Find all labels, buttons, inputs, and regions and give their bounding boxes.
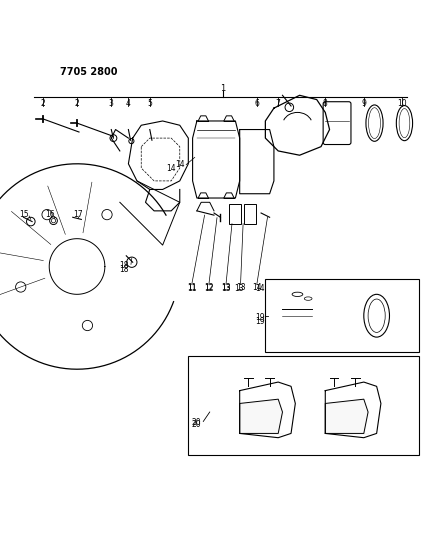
Text: 8: 8 — [323, 99, 328, 108]
Text: 14: 14 — [252, 282, 262, 292]
Text: 13: 13 — [236, 282, 245, 292]
Text: 14: 14 — [166, 164, 176, 173]
Text: 15: 15 — [19, 210, 28, 219]
Text: 11: 11 — [187, 284, 196, 293]
Text: 6: 6 — [254, 99, 259, 108]
Text: 14: 14 — [175, 160, 184, 169]
Bar — [229, 205, 241, 224]
Text: 7705 2800: 7705 2800 — [60, 68, 117, 77]
Text: 14: 14 — [256, 284, 265, 293]
Bar — [265, 279, 419, 352]
Text: 2: 2 — [74, 99, 80, 108]
Text: 7: 7 — [276, 99, 281, 108]
Bar — [188, 357, 419, 455]
Text: 17: 17 — [73, 210, 83, 219]
Bar — [244, 205, 256, 224]
Text: 12: 12 — [204, 282, 214, 292]
Text: 13: 13 — [221, 282, 231, 292]
Text: 5: 5 — [147, 99, 152, 108]
Text: 20: 20 — [191, 418, 201, 427]
Text: 3: 3 — [109, 99, 114, 108]
Text: 20: 20 — [191, 419, 201, 429]
Text: 4: 4 — [126, 99, 131, 108]
Text: 11: 11 — [187, 282, 196, 292]
Text: 19: 19 — [256, 317, 265, 326]
Text: 10: 10 — [398, 99, 407, 108]
Text: 13: 13 — [221, 284, 231, 293]
Text: 1: 1 — [220, 84, 225, 93]
Text: 19: 19 — [256, 312, 265, 321]
Text: 13: 13 — [234, 284, 244, 293]
Text: 18: 18 — [119, 265, 129, 274]
Text: 9: 9 — [361, 99, 366, 108]
Text: 16: 16 — [46, 210, 55, 219]
Text: 2: 2 — [40, 99, 45, 108]
Text: 18: 18 — [119, 261, 129, 270]
Text: 12: 12 — [204, 284, 214, 293]
